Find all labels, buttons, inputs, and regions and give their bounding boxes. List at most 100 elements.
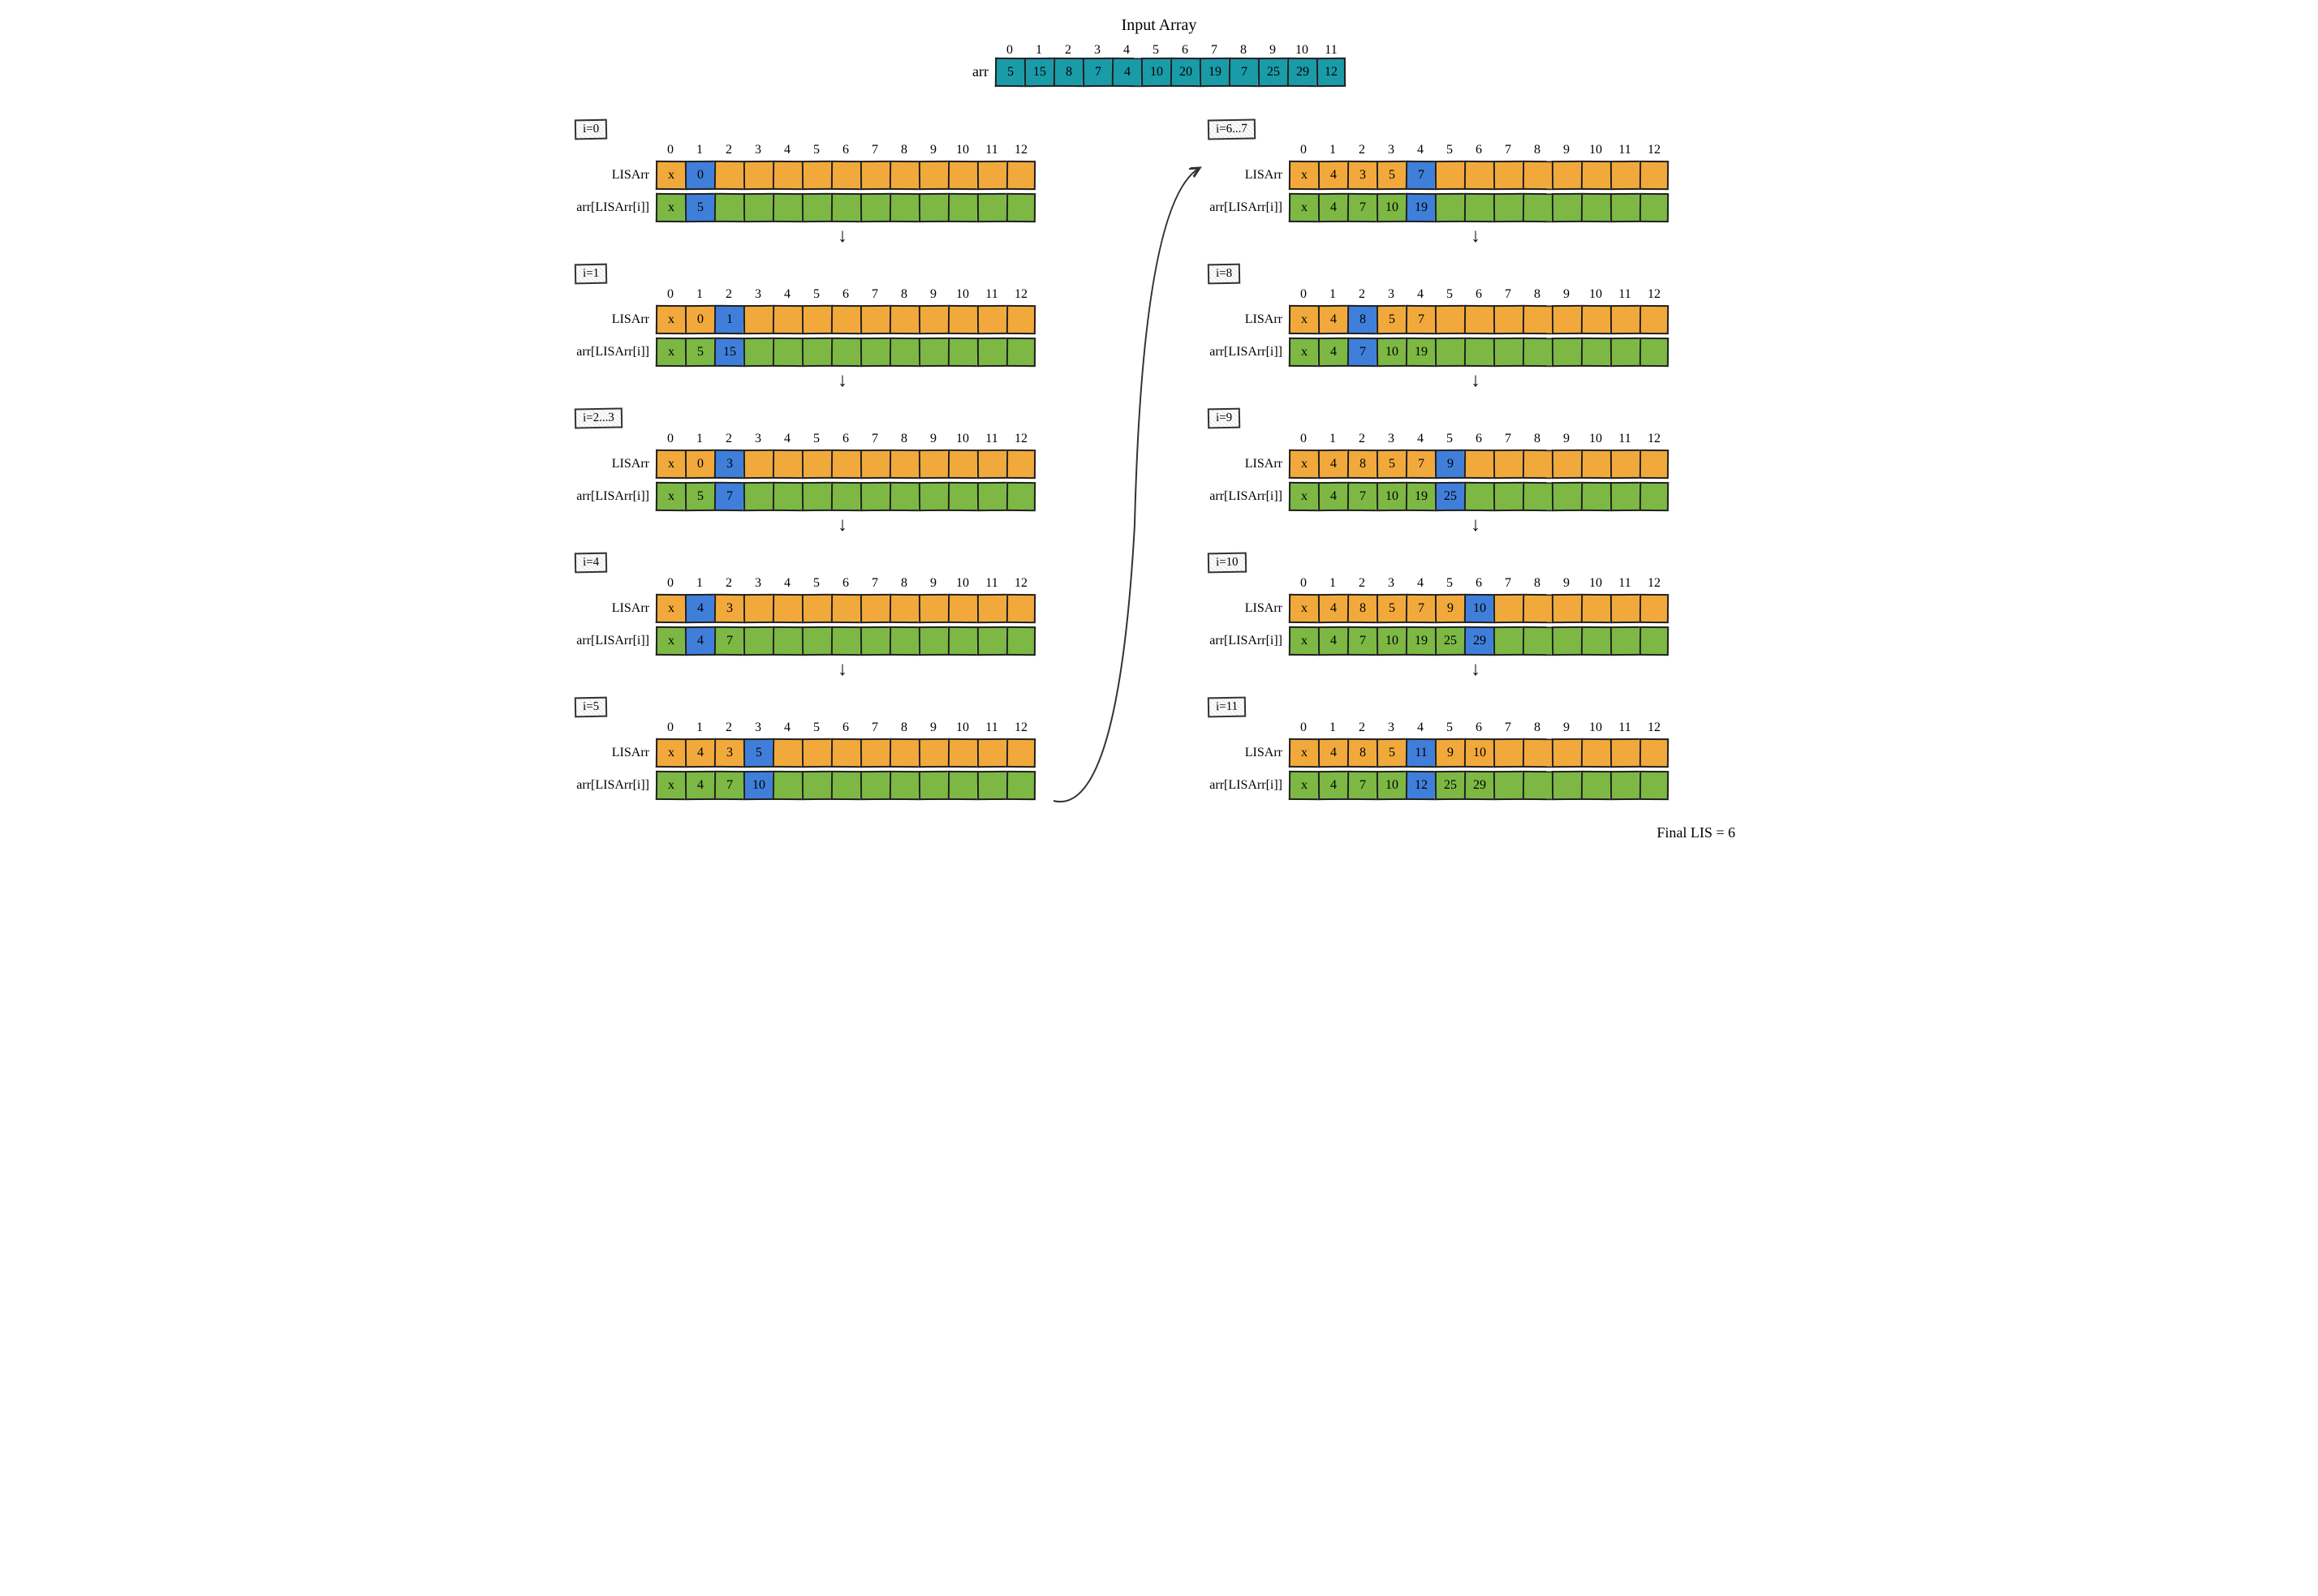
- val-cell: [948, 771, 977, 800]
- lis-cell: [831, 161, 860, 190]
- index-label: 11: [977, 721, 1006, 735]
- val-cell: [977, 482, 1006, 511]
- lis-cell: 10: [1464, 594, 1493, 623]
- val-cell: [1639, 193, 1669, 222]
- down-arrow-icon: ↓: [1183, 659, 1768, 681]
- index-label: 3: [743, 721, 773, 735]
- index-label: 9: [1552, 721, 1581, 735]
- lis-cell: [1552, 450, 1581, 479]
- index-label: 7: [860, 721, 890, 735]
- lis-cell: [1464, 450, 1493, 479]
- lis-cell: [1493, 161, 1523, 190]
- val-cell: [1610, 771, 1639, 800]
- lis-cell: [860, 738, 890, 768]
- val-cell: [1006, 338, 1036, 367]
- input-cell: 4: [1112, 58, 1141, 87]
- index-label: 12: [1006, 721, 1036, 735]
- val-cell: 10: [1377, 771, 1406, 800]
- val-cell: [1435, 338, 1464, 367]
- val-cell: [977, 626, 1006, 656]
- val-cell: [773, 482, 802, 511]
- val-cell: [1610, 338, 1639, 367]
- lis-cell: [1523, 161, 1552, 190]
- lis-cell: [743, 594, 773, 623]
- lis-cell: 8: [1347, 738, 1377, 768]
- lis-cell: [773, 161, 802, 190]
- val-cell: 7: [714, 626, 743, 656]
- val-cell: 5: [685, 482, 714, 511]
- val-cell: [1523, 482, 1552, 511]
- lis-cell: x: [656, 738, 685, 768]
- index-label: 4: [773, 287, 802, 302]
- val-cell: 10: [1377, 338, 1406, 367]
- index-label: 9: [1552, 576, 1581, 591]
- lis-cell: [1464, 161, 1493, 190]
- val-cell: 4: [1318, 482, 1347, 511]
- val-cell: [1493, 771, 1523, 800]
- step-tag: i=2...3: [575, 407, 623, 428]
- val-cell: [1006, 482, 1036, 511]
- index-label: 8: [1523, 721, 1552, 735]
- val-cell: 25: [1435, 626, 1464, 656]
- val-cell: 10: [1377, 626, 1406, 656]
- val-cell: [1639, 626, 1669, 656]
- step-tag: i=5: [575, 697, 608, 718]
- val-cell: 4: [685, 771, 714, 800]
- val-cell: [948, 193, 977, 222]
- page-title: Input Array: [550, 16, 1768, 35]
- val-cell: x: [1289, 626, 1318, 656]
- index-label: 5: [802, 287, 831, 302]
- lis-cell: [773, 738, 802, 768]
- val-cell: 10: [1377, 193, 1406, 222]
- lis-cell: 7: [1406, 305, 1435, 334]
- val-cell: x: [656, 482, 685, 511]
- index-label: 1: [1318, 287, 1347, 302]
- lis-cell: 5: [1377, 161, 1406, 190]
- index-label: 0: [656, 287, 685, 302]
- index-label: 3: [1377, 143, 1406, 157]
- lis-cell: [1610, 161, 1639, 190]
- index-label: 2: [1347, 576, 1377, 591]
- val-cell: x: [656, 626, 685, 656]
- input-cell: 25: [1258, 58, 1287, 87]
- val-cell: [919, 482, 948, 511]
- lis-row-label: LISArr: [1183, 312, 1289, 327]
- index-label: 12: [1639, 721, 1669, 735]
- val-cell: [890, 626, 919, 656]
- index-label: 8: [1523, 143, 1552, 157]
- index-label: 9: [919, 287, 948, 302]
- val-cell: 19: [1406, 626, 1435, 656]
- val-cell: [1581, 771, 1610, 800]
- lis-cell: [1581, 305, 1610, 334]
- index-label: 7: [860, 432, 890, 446]
- index-label: 5: [1141, 43, 1170, 58]
- val-cell: 4: [1318, 338, 1347, 367]
- lis-cell: [1610, 594, 1639, 623]
- val-cell: [743, 193, 773, 222]
- val-cell: 19: [1406, 193, 1435, 222]
- val-cell: [1435, 193, 1464, 222]
- lis-cell: [860, 594, 890, 623]
- lis-cell: 11: [1406, 738, 1435, 768]
- index-label: 5: [802, 721, 831, 735]
- lis-cell: x: [656, 594, 685, 623]
- val-cell: x: [1289, 771, 1318, 800]
- index-label: 4: [1406, 576, 1435, 591]
- lis-cell: [1610, 305, 1639, 334]
- lis-cell: 5: [1377, 594, 1406, 623]
- lis-cell: [948, 305, 977, 334]
- val-cell: [743, 482, 773, 511]
- lis-cell: [948, 161, 977, 190]
- index-label: 8: [1523, 576, 1552, 591]
- lis-cell: [1006, 305, 1036, 334]
- val-row-label: arr[LISArr[i]]: [550, 634, 656, 648]
- lis-cell: 3: [1347, 161, 1377, 190]
- lis-cell: 9: [1435, 594, 1464, 623]
- val-cell: [948, 482, 977, 511]
- index-label: 10: [1581, 576, 1610, 591]
- index-label: 8: [890, 432, 919, 446]
- index-label: 11: [977, 143, 1006, 157]
- index-label: 10: [1581, 143, 1610, 157]
- val-cell: [1552, 193, 1581, 222]
- lis-cell: [1610, 450, 1639, 479]
